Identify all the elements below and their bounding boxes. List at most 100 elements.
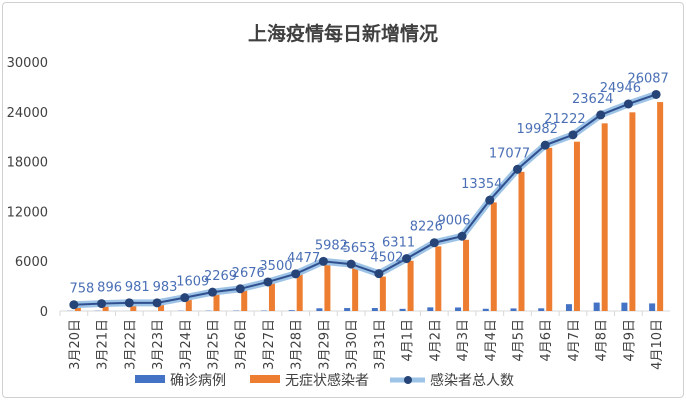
legend-label: 无症状感染者 (285, 372, 369, 389)
bar-asymptomatic (573, 141, 580, 311)
data-label: 4477 (287, 251, 320, 266)
x-tick-label: 4月9日 (622, 319, 637, 362)
x-tick-label: 4月10日 (650, 319, 665, 370)
total-point (263, 277, 273, 287)
x-tick-label: 3月24日 (179, 319, 194, 370)
data-label: 26087 (627, 71, 668, 86)
bar-asymptomatic (185, 297, 192, 311)
bar-asymptomatic (601, 123, 608, 311)
x-tick-label: 4月8日 (595, 319, 610, 362)
bar-confirmed (538, 308, 545, 311)
data-label: 1609 (176, 275, 209, 290)
x-tick-label: 3月21日 (96, 319, 111, 370)
bar-confirmed (288, 310, 295, 311)
data-label: 13354 (461, 177, 502, 192)
bar-confirmed (371, 308, 378, 311)
data-label: 9006 (437, 213, 470, 228)
bar-confirmed (344, 308, 351, 311)
legend-label: 感染者总人数 (430, 372, 514, 389)
total-point (623, 99, 633, 109)
x-tick-label: 3月23日 (151, 319, 166, 370)
x-tick-label: 3月29日 (317, 319, 332, 370)
x-tick-label: 4月5日 (512, 319, 527, 362)
total-point (429, 238, 439, 248)
total-point (540, 140, 550, 150)
bar-confirmed (649, 303, 656, 311)
data-label: 8226 (410, 220, 443, 235)
total-point (124, 298, 134, 308)
x-tick-label: 3月28日 (290, 319, 305, 370)
bar-asymptomatic (407, 260, 414, 311)
total-point (513, 164, 522, 174)
data-label: 17077 (489, 146, 530, 161)
bar-asymptomatic (463, 239, 470, 311)
x-tick-label: 4月4日 (484, 319, 499, 362)
y-tick-label: 30000 (7, 56, 48, 71)
legend-label: 确诊病例 (170, 373, 226, 389)
bar-asymptomatic (296, 274, 303, 311)
y-tick-label: 24000 (7, 106, 48, 121)
y-tick-label: 12000 (7, 205, 48, 220)
total-point (180, 293, 190, 303)
x-tick-label: 4月6日 (539, 319, 554, 362)
data-label: 896 (97, 281, 122, 296)
total-point (97, 299, 107, 309)
bar-asymptomatic (352, 267, 359, 311)
x-tick-label: 3月26日 (234, 319, 249, 370)
y-tick-label: 6000 (15, 255, 48, 270)
data-label: 4502 (370, 251, 403, 266)
total-point (291, 269, 301, 279)
bar-asymptomatic (657, 102, 664, 311)
bar-confirmed (399, 308, 406, 311)
total-point (235, 284, 245, 294)
legend-swatch-marker (404, 376, 412, 384)
y-tick-label: 18000 (7, 156, 48, 171)
x-tick-label: 3月30日 (345, 319, 360, 370)
bar-asymptomatic (241, 289, 248, 311)
total-point (374, 269, 384, 279)
x-tick-label: 4月3日 (456, 319, 471, 362)
data-label: 983 (153, 280, 178, 295)
x-tick-label: 4月7日 (567, 319, 582, 362)
bar-confirmed (593, 302, 600, 311)
bar-asymptomatic (324, 264, 331, 311)
x-tick-label: 3月25日 (207, 319, 222, 370)
total-point (208, 287, 217, 297)
legend-swatch (135, 375, 165, 383)
bar-confirmed (316, 308, 323, 311)
data-label: 981 (125, 280, 150, 295)
data-label: 6311 (382, 236, 415, 251)
total-point (152, 298, 162, 308)
bar-confirmed (455, 307, 462, 311)
x-tick-label: 4月1日 (401, 319, 416, 362)
x-tick-label: 3月20日 (68, 319, 83, 370)
total-point (485, 195, 495, 205)
bar-confirmed (510, 308, 517, 311)
x-tick-label: 3月22日 (123, 319, 138, 370)
bar-confirmed (621, 302, 628, 311)
legend-swatch (250, 375, 280, 383)
data-label: 5653 (343, 241, 376, 256)
bar-asymptomatic (379, 276, 386, 311)
bar-confirmed (427, 307, 434, 311)
x-tick-label: 3月27日 (262, 319, 277, 370)
bar-asymptomatic (629, 112, 636, 311)
bar-asymptomatic (435, 246, 442, 311)
total-point (318, 256, 328, 266)
bar-asymptomatic (213, 292, 220, 311)
bar-confirmed (482, 308, 489, 311)
x-tick-label: 4月2日 (428, 319, 443, 362)
data-label: 758 (69, 282, 94, 297)
total-point (402, 254, 412, 264)
bar-asymptomatic (158, 302, 165, 311)
total-point (651, 89, 661, 99)
bar-asymptomatic (268, 282, 275, 311)
data-label: 19982 (517, 122, 558, 137)
total-point (69, 300, 79, 310)
data-label: 3500 (259, 259, 292, 274)
data-label: 24946 (600, 81, 641, 96)
data-label: 5982 (315, 238, 348, 253)
